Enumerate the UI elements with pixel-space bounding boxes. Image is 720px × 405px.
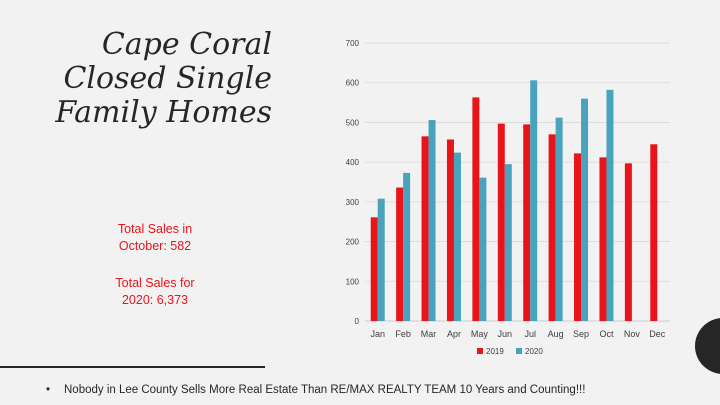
- year-sales-stat: Total Sales for 2020: 6,373: [115, 276, 195, 307]
- legend-swatch-2019: [477, 348, 483, 354]
- y-tick-label: 700: [346, 39, 360, 48]
- y-tick-label: 500: [346, 118, 360, 127]
- bar-2019-feb: [396, 187, 404, 321]
- bar-2020-jan: [377, 198, 385, 321]
- bar-2019-nov: [624, 163, 632, 321]
- october-sales-stat: Total Sales in October: 582: [117, 222, 193, 253]
- bar-2020-mar: [428, 120, 436, 321]
- x-tick-label: Dec: [649, 329, 666, 339]
- x-tick-label: Jun: [498, 329, 513, 339]
- x-tick-label: May: [471, 329, 489, 339]
- bar-2020-aug: [555, 117, 563, 321]
- bar-2020-jun: [504, 164, 512, 321]
- bar-2019-jul: [523, 124, 531, 322]
- bar-2019-oct: [599, 157, 607, 321]
- legend-swatch-2020: [516, 348, 522, 354]
- bar-2019-aug: [548, 134, 556, 321]
- footnote-text: Nobody in Lee County Sells More Real Est…: [64, 384, 586, 396]
- bar-2019-sep: [574, 153, 582, 321]
- y-tick-label: 100: [346, 277, 360, 286]
- legend-label-2020: 2020: [525, 347, 543, 356]
- decorative-circle: [695, 318, 720, 374]
- y-tick-label: 600: [346, 79, 360, 88]
- x-tick-label: Aug: [548, 329, 564, 339]
- x-tick-label: Mar: [421, 329, 437, 339]
- bar-2020-feb: [403, 172, 411, 321]
- x-tick-label: Apr: [447, 329, 461, 339]
- y-tick-label: 400: [346, 158, 360, 167]
- bar-2019-jan: [370, 217, 378, 321]
- bar-2020-may: [479, 177, 487, 321]
- x-tick-label: Jan: [370, 329, 385, 339]
- bar-2019-apr: [446, 139, 454, 321]
- bar-2019-may: [472, 97, 480, 321]
- sales-bar-chart: 0 100 200 300 400 500 600 700 Jan Feb Mar Apr May Jun…: [346, 39, 670, 356]
- divider-line: [0, 366, 265, 368]
- footnote: • Nobody in Lee County Sells More Real Es…: [46, 384, 706, 396]
- bullet-icon: •: [46, 384, 51, 396]
- slide-title: Cape Coral Closed Single Family Homes: [55, 27, 272, 130]
- y-tick-label: 200: [346, 238, 360, 247]
- bar-2020-sep: [581, 98, 589, 321]
- x-tick-label: Feb: [395, 329, 411, 339]
- bar-2020-jul: [530, 80, 538, 322]
- y-tick-label: 0: [355, 317, 360, 326]
- x-tick-label: Jul: [524, 329, 536, 339]
- bar-2020-oct: [606, 89, 614, 321]
- bar-2019-mar: [421, 136, 429, 321]
- bar-2019-dec: [650, 144, 658, 321]
- bar-2019-jun: [497, 123, 505, 322]
- x-tick-label: Sep: [573, 329, 589, 339]
- y-tick-label: 300: [346, 198, 360, 207]
- bar-2020-apr: [453, 152, 461, 321]
- x-tick-label: Oct: [599, 329, 614, 339]
- x-tick-label: Nov: [624, 329, 641, 339]
- legend-label-2019: 2019: [486, 347, 504, 356]
